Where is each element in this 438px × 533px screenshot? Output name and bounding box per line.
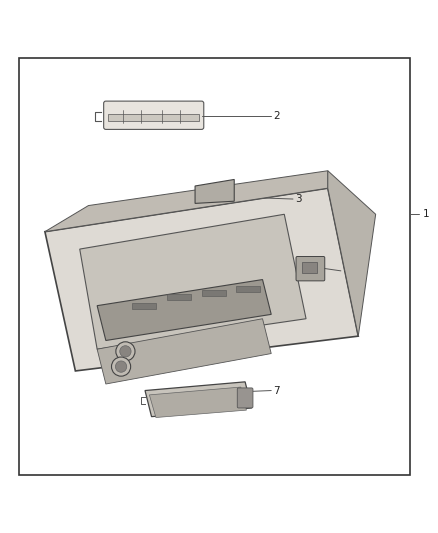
Text: 6: 6 [173,356,180,366]
Polygon shape [195,180,234,204]
FancyBboxPatch shape [296,256,325,281]
Circle shape [112,357,131,376]
Bar [201,290,226,296]
FancyBboxPatch shape [237,388,253,408]
Text: 3: 3 [295,194,302,204]
Circle shape [120,346,131,357]
Text: 4: 4 [343,266,350,276]
Text: 1: 1 [423,209,429,219]
Bar [167,294,191,301]
Text: 5: 5 [239,308,245,318]
Bar [108,114,199,120]
Bar [132,303,156,309]
Text: 7: 7 [273,386,280,397]
Polygon shape [149,387,247,417]
Circle shape [116,342,135,361]
Polygon shape [97,319,271,384]
Bar [237,286,260,292]
Circle shape [116,361,127,372]
Bar [302,262,317,273]
Polygon shape [328,171,376,336]
Polygon shape [97,279,271,341]
Polygon shape [80,214,306,349]
Polygon shape [45,171,328,232]
FancyBboxPatch shape [104,101,204,130]
Text: 2: 2 [273,111,280,122]
Polygon shape [145,382,252,417]
Polygon shape [45,188,358,371]
